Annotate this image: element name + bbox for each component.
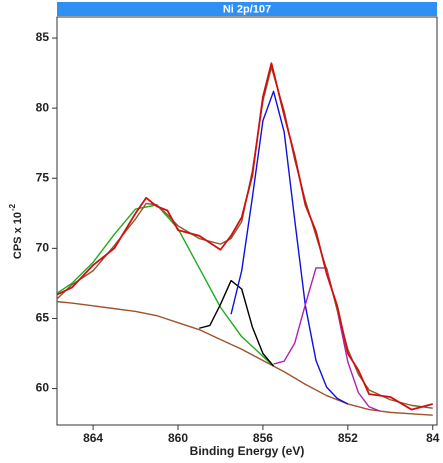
y-axis-label-group: CPS x 10 -2 — [8, 203, 24, 259]
y-tick-label: 70 — [36, 241, 50, 255]
y-tick-label: 85 — [36, 30, 50, 44]
x-tick-label: 860 — [168, 431, 188, 445]
chart-title: Ni 2p/107 — [223, 3, 271, 15]
x-tick-label: 864 — [83, 431, 103, 445]
series-line — [57, 300, 433, 416]
series-line — [57, 66, 433, 409]
x-tick-label: 856 — [253, 431, 273, 445]
y-tick-label: 80 — [36, 100, 50, 114]
series-line — [273, 267, 380, 412]
y-axis-label-exponent: -2 — [8, 203, 17, 211]
x-tick-label: 852 — [338, 431, 358, 445]
x-tick-label: 84 — [426, 431, 440, 445]
plot-lines — [57, 62, 433, 416]
plot-frame — [56, 16, 438, 426]
y-axis-label: CPS x 10 — [12, 212, 24, 259]
x-axis-label: Binding Energy (eV) — [190, 444, 305, 458]
series-line — [57, 62, 433, 411]
y-tick-label: 65 — [36, 311, 50, 325]
series-line — [57, 204, 275, 367]
y-tick-label: 75 — [36, 170, 50, 184]
title-bar — [57, 2, 437, 16]
series-line — [230, 90, 349, 405]
series-line — [199, 279, 275, 367]
y-tick-label: 60 — [36, 381, 50, 395]
